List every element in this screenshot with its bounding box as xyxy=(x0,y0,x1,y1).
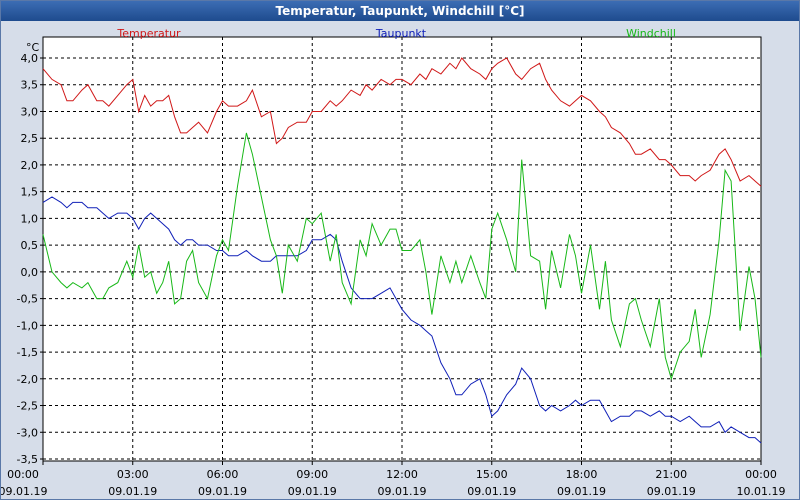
legend-entry-temperatur: Temperatur xyxy=(116,27,181,40)
x-tick-date-label: 09.01.19 xyxy=(288,485,337,498)
y-tick-label: -2,0 xyxy=(17,373,38,386)
legend: Temperatur Taupunkt Windchill xyxy=(116,27,676,40)
x-tick-date-label: 09.01.19 xyxy=(198,485,247,498)
y-tick-label: -1,0 xyxy=(17,319,38,332)
x-tick-date-label: 09.01.19 xyxy=(467,485,516,498)
x-tick-time-label: 09:00 xyxy=(296,468,328,481)
x-tick-date-label: 09.01.19 xyxy=(1,485,47,498)
y-tick-label: -0,5 xyxy=(17,293,38,306)
y-tick-label: 2,5 xyxy=(21,132,39,145)
series-lines xyxy=(42,57,762,444)
y-tick-label: 4,0 xyxy=(21,52,39,65)
series-line-windchill xyxy=(42,132,762,381)
y-tick-label: -2,5 xyxy=(17,400,38,413)
x-tick-time-label: 00:00 xyxy=(745,468,777,481)
x-tick-time-label: 12:00 xyxy=(386,468,418,481)
series-line-temperatur xyxy=(42,57,762,187)
x-tick-time-label: 15:00 xyxy=(476,468,508,481)
x-axis-ticks: 00:00 09.01.19 03:00 09.01.19 06:00 09.01.19 0… xyxy=(1,461,785,498)
chart-title: Temperatur, Taupunkt, Windchill [°C] xyxy=(1,1,799,21)
y-tick-label: 0,0 xyxy=(21,266,39,279)
series-line-taupunkt xyxy=(42,196,762,444)
x-tick-date-label: 09.01.19 xyxy=(647,485,696,498)
x-tick-time-label: 00:00 xyxy=(7,468,39,481)
legend-entry-taupunkt: Taupunkt xyxy=(375,27,427,40)
y-tick-label: -3,5 xyxy=(17,453,38,466)
y-axis-label: °C xyxy=(26,41,40,54)
x-tick-date-label: 10.01.19 xyxy=(737,485,786,498)
y-tick-label: -1,5 xyxy=(17,346,38,359)
x-tick-time-label: 18:00 xyxy=(566,468,598,481)
y-tick-label: 3,5 xyxy=(21,79,39,92)
y-tick-label: 0,5 xyxy=(21,239,39,252)
y-tick-label: 1,5 xyxy=(21,186,39,199)
x-tick-date-label: 09.01.19 xyxy=(557,485,606,498)
y-tick-label: 1,0 xyxy=(21,212,39,225)
y-tick-label: -3,0 xyxy=(17,426,38,439)
chart-canvas: Temperatur Taupunkt Windchill °C 4,0 3,5 3,0… xyxy=(1,27,785,498)
legend-entry-windchill: Windchill xyxy=(626,27,676,40)
y-tick-label: 2,0 xyxy=(21,159,39,172)
x-tick-time-label: 06:00 xyxy=(207,468,239,481)
y-axis-ticks: 4,0 3,5 3,0 2,5 2,0 1,5 1,0 0,5 0,0 -0,5 -1,0 -1,5 -… xyxy=(17,52,43,466)
y-tick-label: 3,0 xyxy=(21,105,39,118)
x-tick-time-label: 03:00 xyxy=(117,468,149,481)
x-tick-time-label: 21:00 xyxy=(655,468,687,481)
x-tick-date-label: 09.01.19 xyxy=(378,485,427,498)
x-tick-date-label: 09.01.19 xyxy=(108,485,157,498)
